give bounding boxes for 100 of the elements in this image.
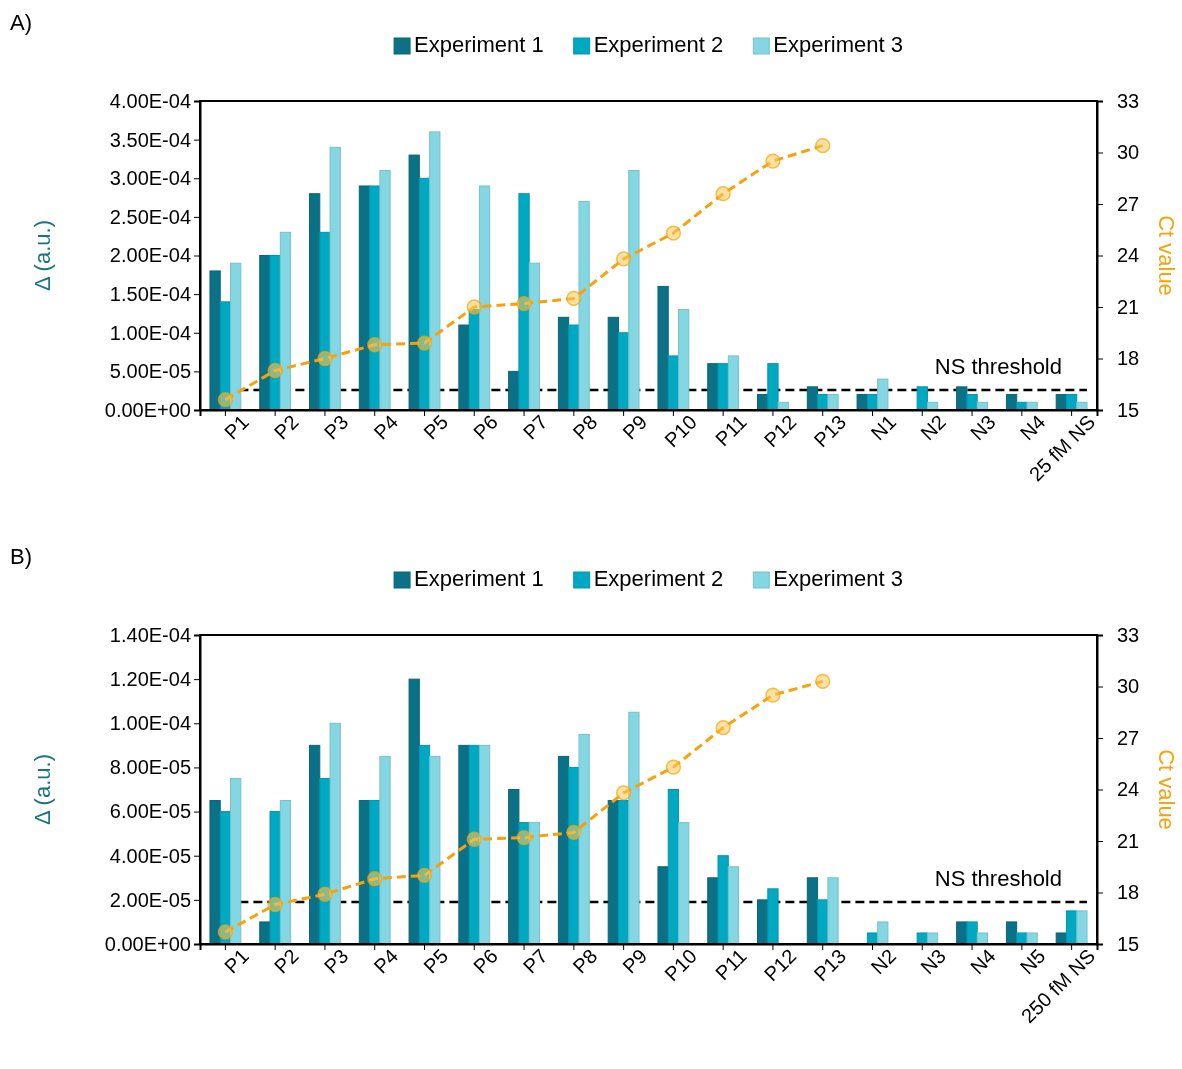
- y2-tick-label: 24: [1117, 244, 1140, 267]
- y2-tick-label: 15: [1117, 932, 1140, 955]
- x-tick-label: P9: [618, 410, 652, 444]
- x-tick-label: N2: [916, 410, 950, 445]
- point: [416, 867, 433, 883]
- x-tick-label: P5: [419, 410, 453, 444]
- y2-tick-label: 21: [1117, 829, 1140, 852]
- x-tick-label: N4: [965, 944, 1000, 979]
- x-tick-label: P13: [809, 410, 851, 452]
- y-tick-label: 0.00E+00: [104, 398, 191, 421]
- y-tick-label: 3.00E-04: [109, 167, 191, 190]
- bar: [956, 386, 968, 411]
- point: [665, 759, 682, 775]
- y-tick-label: 3.50E-04: [109, 128, 191, 151]
- bar: [966, 921, 978, 945]
- x-tick-label: P12: [759, 410, 801, 452]
- x-tick-label: P11: [711, 410, 751, 451]
- bar: [678, 822, 690, 945]
- legend-label: Experiment 2: [593, 566, 724, 591]
- point: [516, 295, 532, 312]
- bar: [209, 270, 221, 411]
- legend-label: Experiment 3: [773, 566, 903, 591]
- bar: [877, 378, 889, 411]
- x-tick-label: P2: [269, 410, 303, 444]
- bar: [578, 200, 590, 411]
- y-tick-label: 5.00E-05: [109, 360, 191, 383]
- x-tick-label: N3: [965, 410, 1000, 445]
- bar: [468, 309, 480, 411]
- bar: [926, 932, 939, 945]
- legend-label: Experiment 2: [593, 32, 724, 57]
- x-tick-label: P12: [759, 944, 801, 986]
- bar: [827, 877, 839, 945]
- y2-tick-label: 15: [1117, 398, 1140, 421]
- x-tick-label: N1: [866, 410, 901, 445]
- ref-line-label: NS threshold: [934, 866, 1062, 892]
- point: [715, 720, 731, 736]
- legend-label: Experiment 3: [773, 32, 903, 57]
- bar: [269, 255, 281, 411]
- point: [416, 335, 433, 351]
- x-tick-label: N4: [1015, 410, 1050, 445]
- bar: [429, 131, 441, 411]
- y-tick-label: 2.50E-04: [109, 205, 191, 228]
- bar: [916, 932, 928, 945]
- point: [615, 251, 632, 267]
- y2-tick-label: 27: [1117, 192, 1140, 215]
- bar: [329, 146, 341, 411]
- bar: [667, 789, 680, 945]
- point: [317, 886, 333, 902]
- bar: [279, 231, 292, 411]
- point: [516, 829, 532, 846]
- x-tick-label: N5: [1015, 944, 1050, 979]
- bar: [717, 855, 729, 945]
- point: [367, 337, 383, 353]
- legend-label: Experiment 1: [414, 32, 544, 57]
- ref-line-label: NS threshold: [934, 353, 1062, 379]
- point: [615, 785, 632, 801]
- y2-axis-title: Ct value: [1154, 215, 1179, 296]
- bar: [827, 394, 839, 411]
- y2-tick-label: 30: [1117, 675, 1140, 698]
- bar: [916, 386, 928, 411]
- point: [665, 225, 682, 241]
- x-tick-label: N3: [916, 944, 950, 979]
- bar: [877, 921, 889, 945]
- x-tick-label: P13: [809, 944, 851, 986]
- bar: [628, 170, 640, 411]
- x-tick-label: P6: [469, 410, 502, 444]
- point: [317, 350, 333, 367]
- y-tick-label: 1.40E-04: [109, 623, 191, 646]
- bar: [528, 262, 540, 411]
- point: [267, 362, 283, 379]
- bar: [429, 755, 441, 945]
- x-tick-label: P5: [419, 944, 453, 978]
- x-tick-label: P4: [369, 944, 403, 978]
- bar: [518, 822, 530, 945]
- point: [466, 831, 482, 847]
- y2-tick-label: 30: [1117, 141, 1140, 164]
- bar: [508, 789, 520, 945]
- x-tick-label: P9: [618, 944, 652, 978]
- bar: [230, 777, 242, 945]
- y-axis-title: Δ (a.u.): [30, 220, 55, 291]
- point: [367, 871, 383, 887]
- y2-tick-label: 21: [1117, 295, 1140, 318]
- point: [217, 924, 234, 940]
- legend-label: Experiment 1: [414, 566, 544, 591]
- y2-tick-label: 24: [1117, 778, 1140, 801]
- x-tick-label: P7: [518, 410, 552, 444]
- y2-tick-label: 33: [1117, 89, 1140, 112]
- bar: [806, 877, 819, 945]
- point: [815, 673, 831, 689]
- point: [566, 824, 582, 841]
- bar: [408, 154, 420, 411]
- y-axis-title: Δ (a.u.): [30, 754, 55, 825]
- bar: [230, 262, 242, 411]
- bar: [408, 678, 420, 945]
- bar: [727, 866, 740, 945]
- y-tick-label: 0.00E+00: [104, 932, 191, 955]
- x-tick-label: P1: [220, 410, 253, 444]
- bar: [767, 363, 779, 411]
- x-tick-label: P3: [319, 944, 353, 978]
- bar: [279, 800, 292, 945]
